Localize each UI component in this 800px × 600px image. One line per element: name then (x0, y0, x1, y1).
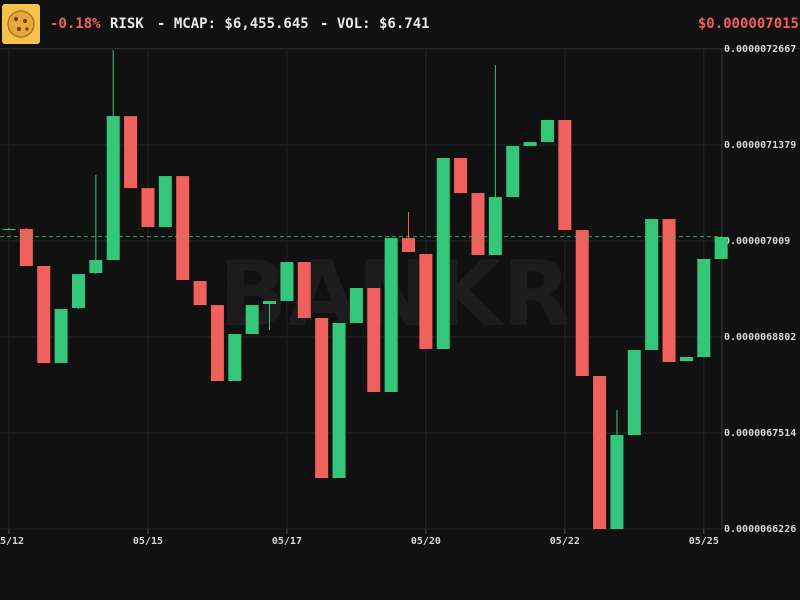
candle-body (593, 376, 607, 529)
candle-body (575, 230, 589, 377)
candle-body (54, 309, 68, 364)
x-tick-label: 05/25 (689, 536, 719, 547)
candle-body (697, 259, 711, 358)
candle-body (106, 116, 120, 261)
y-tick-label: 0.0000066226 (724, 524, 796, 535)
candle-body (523, 142, 537, 147)
plot-area: 0.0000066226 0.0000067514 0.0000068802 0.00… (0, 44, 796, 547)
candle-body (627, 349, 641, 436)
candle-body (245, 305, 259, 335)
candle-body (662, 219, 676, 362)
candle-body (141, 188, 155, 228)
y-tick-label: 0.0000067514 (724, 428, 796, 439)
volume: - VOL: $6.741 (320, 16, 430, 32)
candle-body (384, 238, 398, 393)
candle-body (176, 176, 190, 281)
candle-body (280, 262, 294, 302)
candle-body (506, 146, 520, 198)
candle-body (2, 229, 16, 231)
y-tick-label: 0.000007009 (724, 236, 790, 247)
candle-body (71, 274, 85, 309)
candle-body (297, 262, 311, 319)
candle-body (402, 238, 416, 252)
candle-body (228, 334, 242, 381)
y-tick-label: 0.0000072667 (724, 44, 796, 55)
candle-body (679, 357, 693, 362)
x-tick-label: 05/20 (411, 536, 441, 547)
candle-body (558, 120, 572, 231)
candle-body (367, 287, 381, 393)
candle-body (124, 116, 138, 189)
y-tick-label: 0.0000068802 (724, 332, 796, 343)
market-cap: - MCAP: $6,455.645 (157, 16, 309, 32)
candle-body (89, 260, 103, 274)
candle-body (332, 323, 346, 479)
candle-body (714, 237, 728, 260)
candle-body (610, 435, 624, 529)
token-logo (2, 4, 40, 44)
candle-body (193, 281, 207, 306)
candle-body (158, 176, 172, 228)
candle-body (488, 197, 502, 256)
x-tick-label: 05/12 (0, 536, 24, 547)
token-symbol: RISK (110, 16, 144, 32)
x-tick-label: 05/22 (550, 536, 580, 547)
x-tick-label: 05/15 (133, 536, 163, 547)
candle-body (349, 287, 363, 324)
candle-body (454, 158, 468, 194)
candle-body (436, 158, 450, 350)
candle-body (19, 229, 33, 267)
price-change: -0.18% (50, 16, 101, 32)
x-tick-label: 05/17 (272, 536, 302, 547)
y-tick-label: 0.0000071379 (724, 140, 796, 151)
current-price: $0.000007015 (698, 16, 799, 32)
candle-body (419, 254, 433, 350)
candle-body (315, 318, 329, 479)
candle-body (263, 301, 277, 305)
candle-body (471, 193, 485, 256)
candle-body (645, 219, 659, 350)
candle-body (210, 305, 224, 381)
candle-body (540, 120, 554, 143)
candle-body (37, 266, 51, 364)
header-bar (0, 0, 800, 48)
